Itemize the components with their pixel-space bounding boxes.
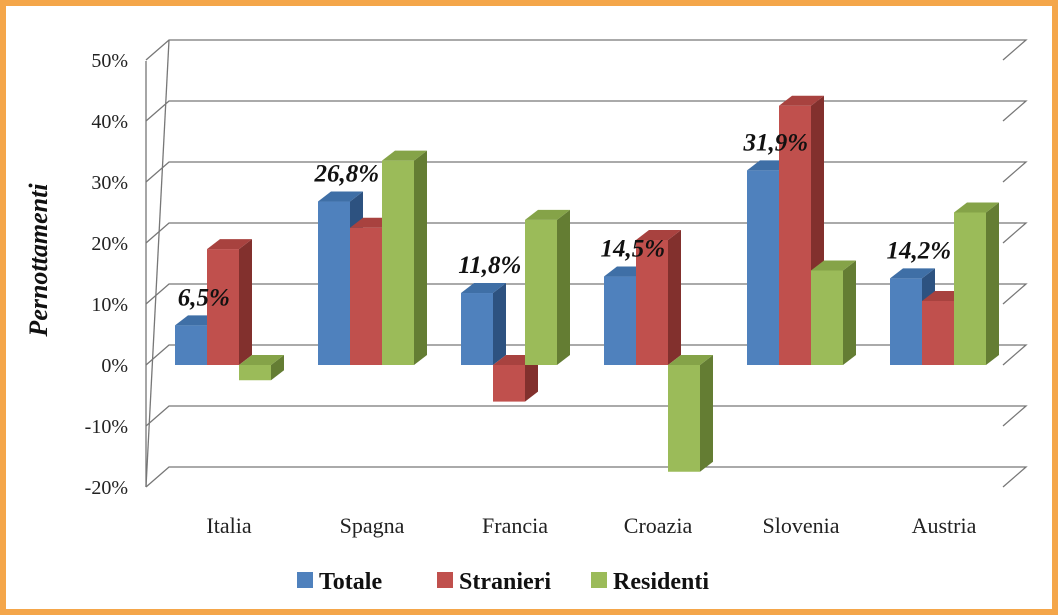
legend-label: Residenti [613,569,709,595]
bar-front [604,276,636,365]
gridline [145,466,1028,488]
bar-top [382,150,427,161]
legend-item-totale: Totale [297,569,382,595]
bar-front [493,365,525,402]
bar-top [668,355,713,365]
bar-side [668,229,681,365]
y-tick-label: 50% [91,50,128,72]
bars [175,95,999,472]
bar-side [525,355,538,402]
bar-side [557,209,570,365]
gridlines [145,39,1028,488]
bar-front [318,201,350,365]
y-tick-label: 10% [91,294,128,316]
gridline [145,222,1028,244]
bar-residenti-francia [525,209,570,365]
x-category-label: Italia [206,513,251,538]
bar-top [461,283,506,294]
bar-front [811,270,843,365]
legend-label: Totale [319,569,382,595]
data-label: 14,2% [887,237,952,264]
bar-top [207,239,252,250]
x-category-label: Austria [912,513,977,538]
y-tick-label: -20% [85,477,128,499]
bar-front [207,249,239,365]
y-tick-label: 20% [91,233,128,255]
bar-top [890,268,935,279]
legend-item-stranieri: Stranieri [437,569,551,595]
bar-front [350,227,382,365]
bar-front [636,239,668,365]
data-label: 26,8% [314,161,380,188]
bar-front [922,300,954,365]
legend: Totale Stranieri Residenti [297,569,709,595]
bar-top [811,260,856,271]
x-category-label: Croazia [624,513,693,538]
bar-residenti-croazia [668,355,713,472]
bar-side [493,283,506,365]
data-label: 6,5% [178,284,230,311]
data-labels: 6,5% 26,8% 11,8% 14,5% 31,9% 14,2% [178,129,951,311]
bar-front [239,365,271,381]
bar-front [525,219,557,365]
gridline [145,283,1028,305]
bar-totale-francia [461,283,506,365]
legend-label: Stranieri [459,569,551,595]
y-tick-label: 0% [101,355,128,377]
bar-residenti-italia [239,355,284,381]
data-label: 14,5% [601,236,666,263]
bar-chart: 50% 40% 30% 20% 10% 0% -10% -20% 6,5% 26,8% 11,8%… [24,39,1028,595]
bar-front [668,365,700,472]
bar-front [382,160,414,365]
legend-swatch [297,572,313,588]
bar-residenti-slovenia [811,260,856,365]
gridline [145,39,1028,61]
bar-front [747,170,779,365]
bar-front [890,278,922,365]
y-axis-label: Pernottamenti [24,183,53,338]
legend-item-residenti: Residenti [591,569,709,595]
bar-front [954,212,986,365]
bar-residenti-austria [954,202,999,365]
legend-swatch [437,572,453,588]
bar-top [318,191,363,202]
bar-stranieri-italia [207,239,252,365]
bar-front [461,293,493,365]
data-label: 11,8% [458,252,521,279]
y-axis-ticks: 50% 40% 30% 20% 10% 0% -10% -20% [85,50,128,499]
x-category-label: Spagna [340,513,405,538]
data-label: 31,9% [743,129,809,156]
bar-residenti-spagna [382,150,427,365]
bar-stranieri-croazia [636,229,681,365]
bar-top [954,202,999,213]
bar-side [843,260,856,365]
gridline [145,405,1028,427]
bar-top [239,355,284,365]
bar-side [700,355,713,472]
gridline [145,344,1028,366]
bar-side [271,355,284,381]
y-tick-label: 30% [91,172,128,194]
gridline [145,161,1028,183]
bar-front [175,325,207,365]
bar-side [414,150,427,365]
x-category-label: Slovenia [763,513,840,538]
bar-top [525,209,570,220]
axis-back-edge [145,39,170,488]
gridline [145,100,1028,122]
x-axis-categories: Italia Spagna Francia Croazia Slovenia Austri… [206,513,976,538]
y-tick-label: 40% [91,111,128,133]
legend-swatch [591,572,607,588]
bar-side [986,202,999,365]
x-category-label: Francia [482,513,548,538]
bar-top [636,229,681,240]
bar-top [779,95,824,106]
bar-side [239,239,252,365]
bar-front [779,105,811,365]
y-tick-label: -10% [85,416,128,438]
